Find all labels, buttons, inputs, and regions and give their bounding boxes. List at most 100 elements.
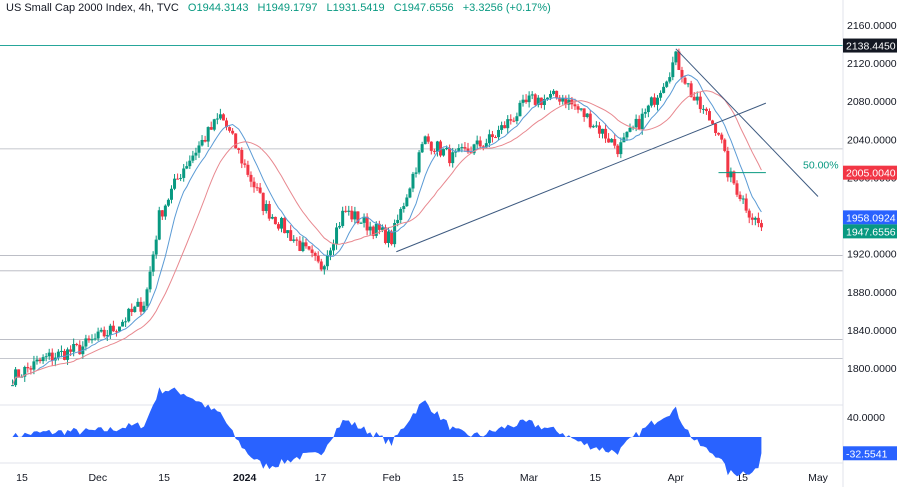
trendline[interactable] (675, 48, 819, 197)
x-tick-label: 15 (736, 472, 748, 484)
candle (463, 147, 467, 149)
candle (576, 106, 580, 110)
symbol-title[interactable]: US Small Cap 2000 Index, 4h, TVC (6, 2, 179, 14)
candle (228, 127, 232, 131)
candle (750, 217, 754, 220)
candle (231, 130, 235, 134)
chart-header: US Small Cap 2000 Index, 4h, TVC O1944.3… (6, 2, 557, 14)
candle (47, 352, 51, 357)
candle (111, 325, 115, 332)
candle (182, 168, 186, 178)
candle (26, 367, 30, 369)
candle (270, 216, 274, 219)
candle (69, 349, 73, 352)
candle (429, 141, 433, 151)
candle (96, 331, 100, 339)
price-tag (843, 224, 897, 239)
candle (698, 96, 702, 110)
candle (481, 146, 485, 148)
candle (539, 97, 543, 106)
candle (558, 97, 562, 102)
price-tag (843, 38, 897, 53)
candle (753, 217, 757, 220)
candle (56, 351, 60, 358)
candle (124, 321, 128, 323)
candle (17, 369, 21, 378)
candle (295, 239, 299, 241)
candle (93, 338, 97, 340)
candle (225, 120, 229, 128)
candle (276, 224, 280, 229)
x-tick-label: 2024 (233, 472, 257, 484)
candle (420, 144, 424, 153)
candle (87, 338, 91, 341)
candle (121, 321, 125, 327)
candle (59, 350, 63, 352)
candle (720, 134, 724, 140)
candle (114, 331, 118, 333)
candle (387, 231, 391, 243)
close-value: C1947.6556 (393, 2, 454, 14)
candle (380, 227, 384, 230)
candle (756, 217, 760, 224)
candle (365, 216, 369, 231)
x-tick-label: 15 (158, 472, 170, 484)
candle (717, 132, 721, 135)
candle (173, 178, 177, 189)
candle (261, 192, 265, 211)
change-value: +3.3256 (+0.17%) (462, 2, 551, 14)
candle (50, 352, 54, 361)
candle (393, 223, 397, 245)
y-tick-label: 2120.0000 (847, 58, 897, 70)
candle (328, 250, 332, 256)
candle (133, 306, 137, 313)
candle (72, 343, 76, 352)
candle (524, 99, 528, 103)
candle (374, 223, 378, 236)
candle (335, 227, 339, 245)
candle (390, 231, 394, 245)
candle (356, 211, 360, 224)
y-tick-label: 2040.0000 (847, 134, 897, 146)
candle (341, 210, 345, 226)
candle (567, 99, 571, 105)
candle (417, 152, 421, 173)
candle (732, 171, 736, 184)
candle (600, 128, 604, 134)
candle (368, 226, 372, 231)
candle (221, 114, 225, 121)
candle (707, 111, 711, 121)
candle (383, 227, 387, 243)
candle (304, 242, 308, 247)
candle (331, 244, 335, 251)
candle (610, 139, 614, 143)
candle (518, 102, 522, 117)
candle (619, 142, 623, 155)
candle (249, 174, 253, 182)
candle (286, 230, 290, 234)
candle (668, 77, 672, 82)
candle (542, 99, 546, 106)
candle (594, 125, 598, 127)
price-tag-label: 1958.0924 (846, 212, 896, 224)
candle (310, 249, 314, 253)
candle (38, 359, 42, 362)
candle (683, 77, 687, 84)
candle (533, 94, 537, 105)
x-tick-label: 15 (452, 472, 464, 484)
candle (552, 90, 556, 94)
candle (194, 152, 198, 156)
trendline[interactable] (396, 102, 767, 253)
candle (218, 114, 222, 119)
candle (475, 140, 479, 145)
candle (163, 205, 167, 217)
y-tick-label: 2080.0000 (847, 96, 897, 108)
candle (472, 144, 476, 154)
candle (206, 127, 210, 142)
y-tick-label: 2160.0000 (847, 20, 897, 32)
candle (689, 83, 693, 97)
y-tick-label: 1880.0000 (847, 287, 897, 299)
candle (649, 97, 653, 106)
candle (662, 86, 666, 93)
